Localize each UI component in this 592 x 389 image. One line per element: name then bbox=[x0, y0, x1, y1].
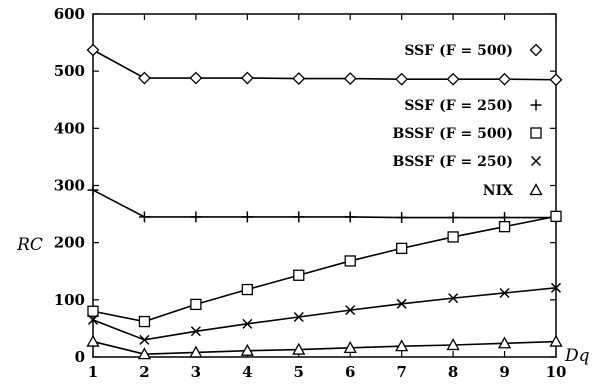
series-5 bbox=[86, 334, 563, 360]
data-point bbox=[138, 71, 151, 85]
x-tick-label: 2 bbox=[139, 363, 149, 381]
legend-label: BSSF (F = 250) bbox=[393, 154, 513, 170]
data-point bbox=[446, 338, 460, 351]
data-point bbox=[395, 72, 409, 86]
y-tick-label: 500 bbox=[54, 62, 85, 80]
x-tick-label: 8 bbox=[448, 363, 458, 381]
data-point bbox=[138, 315, 151, 328]
x-tick-label: 6 bbox=[345, 363, 355, 381]
x-tick-label: 5 bbox=[294, 363, 304, 381]
legend-label: SSF (F = 500) bbox=[404, 43, 513, 59]
data-point bbox=[343, 341, 357, 354]
data-point bbox=[345, 305, 356, 316]
series-line bbox=[92, 189, 556, 219]
data-point bbox=[241, 283, 253, 296]
series-line bbox=[92, 287, 557, 341]
data-point bbox=[499, 287, 510, 299]
data-point bbox=[292, 342, 306, 355]
x-tick-label: 4 bbox=[242, 363, 252, 381]
y-tick-label: 300 bbox=[54, 177, 85, 195]
data-point bbox=[87, 184, 99, 196]
data-point bbox=[448, 293, 459, 304]
data-point bbox=[447, 212, 459, 224]
y-tick-label: 600 bbox=[54, 5, 85, 23]
y-tick-label: 200 bbox=[54, 234, 85, 252]
legend-marker bbox=[530, 155, 542, 167]
y-tick-label: 0 bbox=[75, 348, 85, 366]
series-line bbox=[92, 340, 557, 355]
data-point bbox=[137, 347, 152, 360]
data-point bbox=[189, 345, 203, 358]
data-point bbox=[498, 221, 511, 233]
y-tick-label: 400 bbox=[54, 119, 85, 137]
data-point bbox=[292, 72, 306, 86]
data-point bbox=[139, 334, 150, 345]
data-point bbox=[190, 211, 202, 223]
data-point bbox=[138, 211, 150, 223]
data-point bbox=[498, 72, 511, 86]
data-point bbox=[549, 73, 563, 87]
data-point bbox=[241, 211, 253, 223]
data-point bbox=[549, 334, 563, 347]
data-point bbox=[446, 72, 460, 86]
legend-label: SSF (F = 250) bbox=[404, 98, 513, 114]
series-line bbox=[92, 215, 557, 323]
data-point bbox=[240, 71, 254, 85]
series-3 bbox=[87, 210, 562, 328]
data-point bbox=[87, 305, 99, 317]
legend-label: NIX bbox=[483, 183, 513, 199]
data-point bbox=[190, 326, 201, 337]
data-point bbox=[240, 343, 254, 356]
data-point bbox=[344, 255, 356, 267]
data-point bbox=[396, 212, 408, 224]
data-point bbox=[190, 298, 202, 311]
legend-marker bbox=[529, 43, 543, 57]
x-axis-label: Dq bbox=[564, 346, 590, 366]
data-point bbox=[497, 336, 512, 349]
y-axis-label: RC bbox=[16, 235, 43, 255]
data-point bbox=[396, 298, 407, 309]
data-point bbox=[344, 211, 356, 223]
data-point bbox=[550, 282, 562, 293]
data-point bbox=[395, 339, 409, 352]
x-tick-label: 1 bbox=[88, 363, 98, 381]
data-point bbox=[447, 231, 459, 243]
data-point bbox=[343, 72, 357, 86]
data-point bbox=[396, 242, 408, 255]
data-point bbox=[86, 334, 100, 347]
legend-marker bbox=[530, 127, 542, 139]
series-line bbox=[92, 49, 557, 81]
data-point bbox=[293, 269, 305, 281]
data-point bbox=[550, 210, 562, 223]
legend-marker bbox=[529, 183, 543, 196]
data-point bbox=[87, 314, 99, 325]
legend-label: BSSF (F = 500) bbox=[393, 126, 513, 142]
data-point bbox=[86, 43, 100, 57]
x-tick-label: 9 bbox=[499, 363, 509, 381]
x-tick-label: 7 bbox=[396, 363, 406, 381]
data-point bbox=[242, 318, 253, 329]
x-tick-label: 3 bbox=[191, 363, 201, 381]
series-1 bbox=[86, 43, 563, 87]
data-point bbox=[189, 71, 203, 85]
data-point bbox=[293, 211, 305, 223]
legend-marker bbox=[530, 99, 542, 111]
y-tick-label: 100 bbox=[54, 291, 85, 309]
x-tick-label: 10 bbox=[546, 363, 567, 381]
data-point bbox=[293, 311, 304, 323]
series-4 bbox=[87, 282, 562, 345]
